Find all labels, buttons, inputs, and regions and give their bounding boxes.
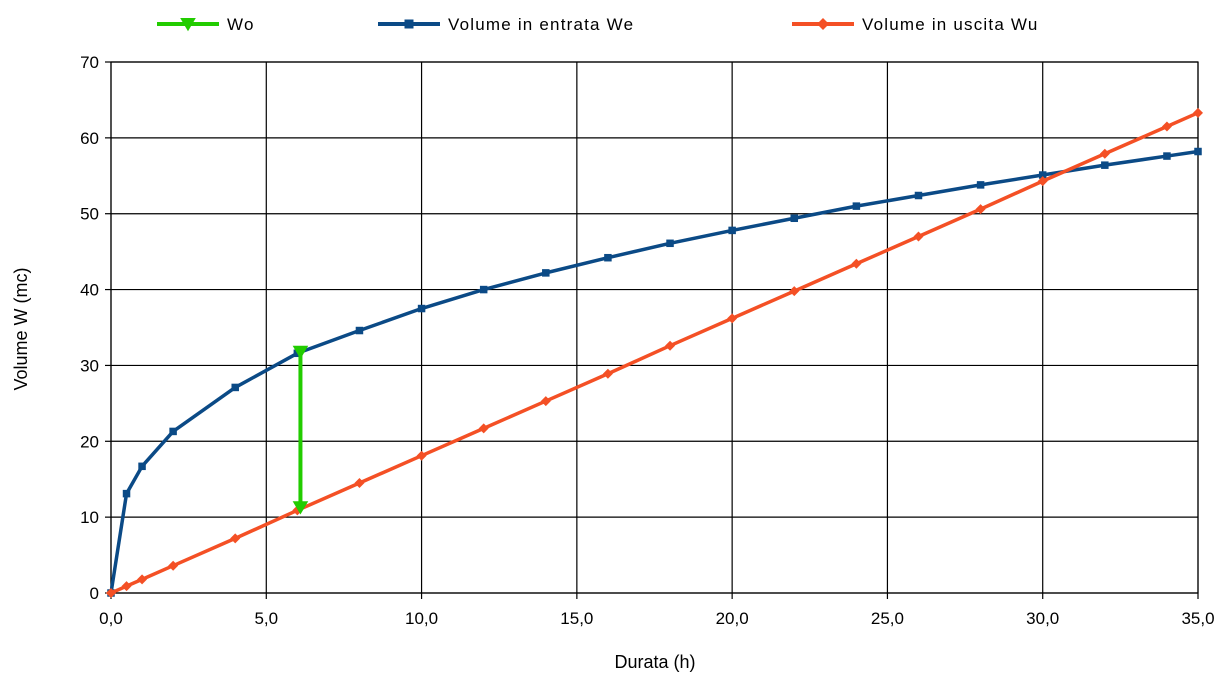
data-point: [292, 501, 309, 515]
series-line: [110, 111, 1199, 595]
legend-label: Volume in uscita Wu: [862, 15, 1039, 34]
data-point: [138, 462, 146, 471]
series-line: [109, 149, 1199, 594]
y-tick-label: 70: [80, 53, 99, 72]
x-axis-title: Durata (h): [614, 652, 695, 672]
y-tick-labels: 0 10 20 30 40 50 60 70: [80, 53, 99, 603]
data-point: [137, 574, 148, 585]
data-point: [1037, 176, 1048, 187]
y-tick-label: 20: [80, 432, 99, 451]
data-point: [852, 202, 861, 210]
data-point: [790, 214, 799, 223]
data-point: [1163, 152, 1171, 160]
data-point: [479, 285, 488, 294]
data-point: [355, 326, 364, 335]
data-point: [292, 345, 309, 359]
data-point: [231, 383, 239, 392]
x-tick-label: 35,0: [1181, 609, 1214, 628]
data-point: [728, 226, 736, 235]
grid: [105, 61, 1199, 599]
data-point: [417, 304, 426, 313]
data-point: [168, 560, 179, 571]
legend-label: Volume in entrata We: [448, 15, 634, 34]
plot-area-border: [110, 61, 1199, 594]
y-tick-label: 60: [80, 129, 99, 148]
data-point: [122, 489, 131, 498]
y-axis-title: Volume W (mc): [11, 267, 31, 390]
x-tick-label: 20,0: [716, 609, 749, 628]
x-tick-label: 25,0: [871, 609, 904, 628]
x-tick-label: 30,0: [1026, 609, 1059, 628]
legend-item: Volume in uscita Wu: [792, 15, 1039, 34]
data-point: [1099, 148, 1110, 159]
y-tick-label: 40: [80, 281, 99, 300]
data-point: [230, 533, 241, 544]
data-point: [1194, 147, 1202, 156]
data-point: [169, 427, 177, 436]
y-tick-label: 0: [90, 584, 99, 603]
data-point: [975, 204, 986, 215]
series-group: [106, 107, 1203, 598]
data-point: [851, 258, 862, 269]
legend-marker: [817, 18, 829, 30]
data-point: [478, 423, 489, 434]
y-tick-label: 30: [80, 356, 99, 375]
series-1: [107, 147, 1202, 597]
y-tick-label: 50: [80, 205, 99, 224]
legend-marker: [404, 19, 414, 29]
data-point: [913, 231, 924, 242]
data-point: [665, 340, 676, 351]
data-point: [604, 253, 612, 262]
data-point: [727, 313, 738, 324]
x-tick-label: 0,0: [99, 609, 123, 628]
x-tick-labels: 0,0 5,0 10,0 15,0 20,0 25,0 30,0 35,0: [99, 609, 1214, 628]
data-point: [1161, 121, 1172, 132]
data-point: [542, 269, 550, 277]
data-point: [1193, 107, 1203, 118]
x-tick-label: 10,0: [405, 609, 438, 628]
data-point: [666, 239, 674, 248]
data-point: [354, 478, 365, 489]
data-point: [1101, 161, 1109, 169]
data-point: [106, 588, 116, 598]
series-0: [292, 345, 309, 515]
legend-marker: [180, 18, 196, 32]
data-point: [976, 181, 985, 189]
data-point: [1038, 171, 1047, 179]
data-point: [602, 368, 613, 379]
series-2: [106, 107, 1203, 598]
legend: Wo Volume in entrata We Volume in uscita W…: [157, 15, 1039, 34]
data-point: [540, 396, 551, 407]
data-point: [416, 450, 427, 461]
legend-item: Wo: [157, 15, 255, 34]
data-point: [914, 191, 923, 200]
data-point: [789, 286, 800, 297]
x-tick-label: 15,0: [560, 609, 593, 628]
y-tick-label: 10: [80, 508, 99, 527]
data-point: [121, 581, 132, 592]
x-tick-label: 5,0: [254, 609, 278, 628]
legend-item: Volume in entrata We: [378, 15, 634, 34]
legend-label: Wo: [227, 15, 255, 34]
